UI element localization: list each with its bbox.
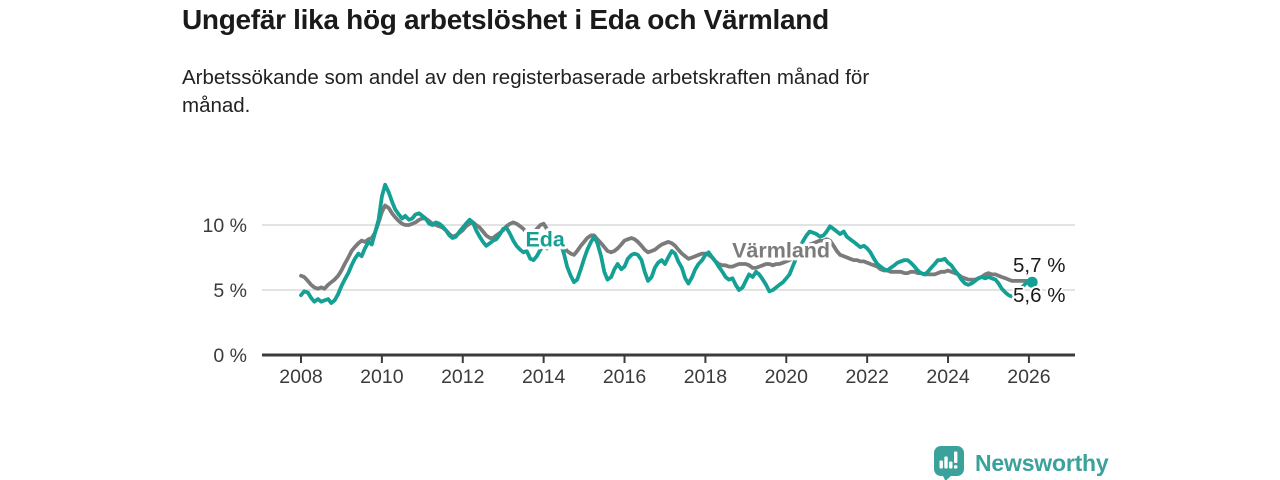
x-tick-label: 2018 (684, 366, 727, 388)
series-end-value-label: 5,6 % (1013, 284, 1065, 307)
y-tick-label: 10 % (203, 215, 247, 237)
series-label-vrmland: Värmland (732, 239, 830, 263)
x-tick-label: 2026 (1007, 366, 1050, 388)
x-tick-label: 2022 (845, 366, 888, 388)
x-tick-label: 2010 (360, 366, 404, 388)
series-label-eda: Eda (525, 227, 565, 251)
x-tick-label: 2014 (522, 366, 566, 388)
brand-footer: Newsworthy (933, 445, 1109, 480)
chart-title: Ungefär lika hög arbetslöshet i Eda och … (182, 4, 829, 35)
series-line-eda (299, 182, 1035, 305)
series-end-dot (1026, 276, 1038, 288)
x-tick-label: 2008 (279, 366, 322, 388)
chart-subtitle: Arbetssökande som andel av den registerb… (182, 66, 870, 117)
y-tick-label: 0 % (213, 345, 247, 367)
series-end-value-label: 5,7 % (1013, 254, 1065, 277)
x-tick-label: 2020 (765, 366, 809, 388)
x-tick-label: 2012 (441, 366, 484, 388)
y-tick-label: 5 % (213, 280, 247, 302)
newsworthy-logo-icon (934, 446, 964, 480)
x-tick-label: 2016 (603, 366, 646, 388)
x-tick-label: 2024 (926, 366, 970, 388)
brand-name: Newsworthy (975, 449, 1109, 476)
